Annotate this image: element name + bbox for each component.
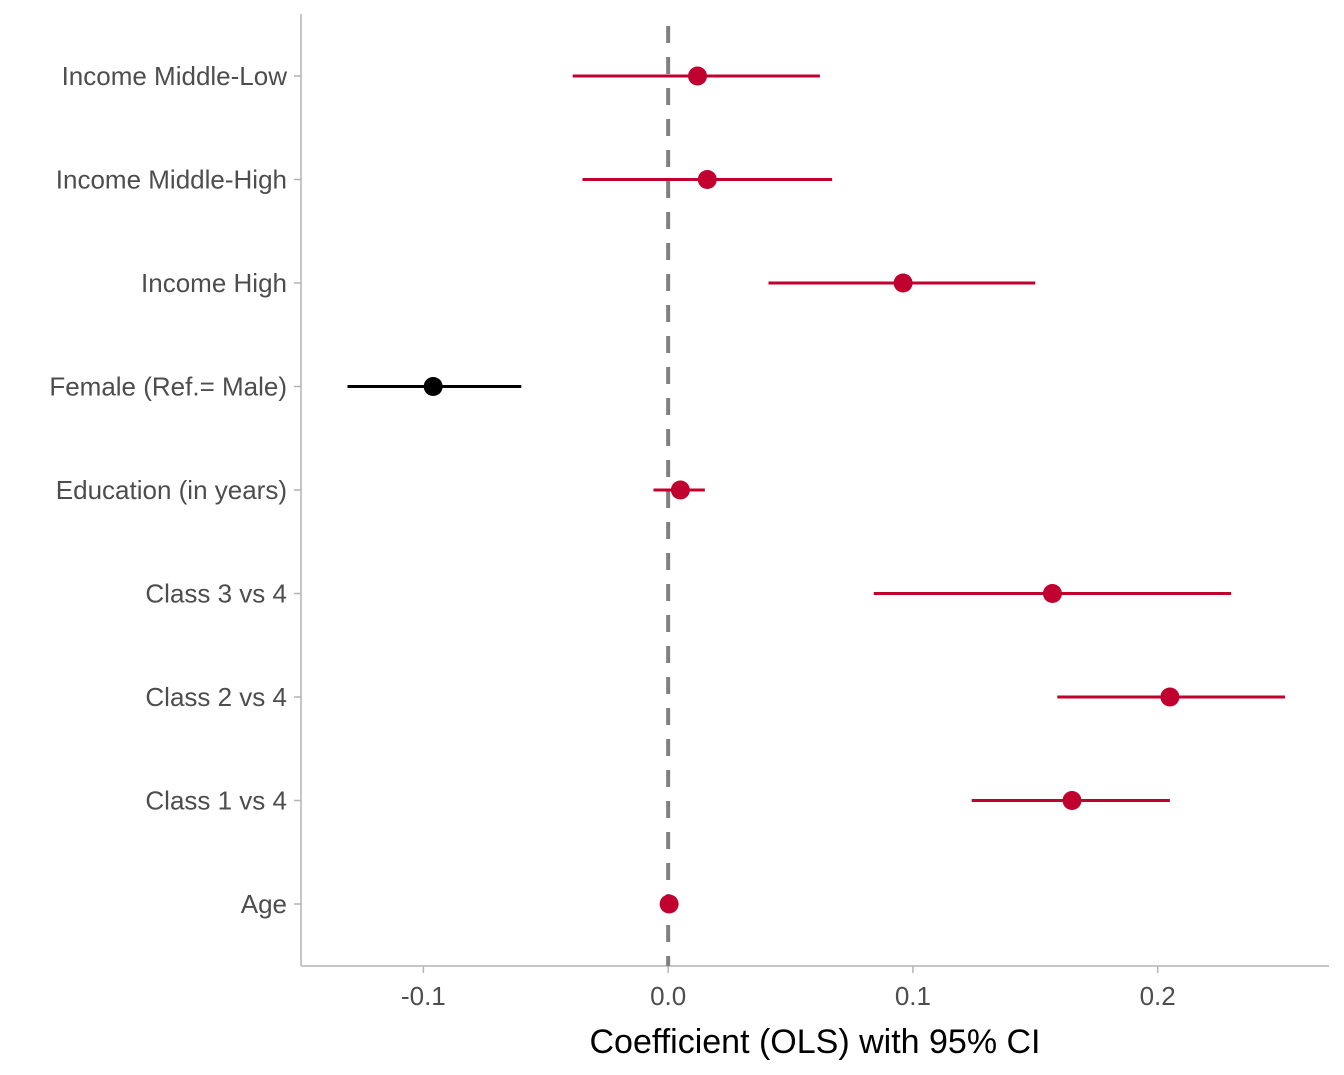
coefficient-row (582, 170, 833, 189)
point-estimate (423, 377, 443, 396)
y-tick-label: Income Middle-Low (62, 61, 288, 91)
x-tick-label: 0.0 (650, 981, 686, 1011)
x-tick-label: 0.2 (1140, 981, 1176, 1011)
point-estimate (697, 170, 717, 189)
coefficient-row (572, 66, 820, 86)
x-axis-title: Coefficient (OLS) with 95% CI (590, 1023, 1041, 1061)
point-estimate (1160, 687, 1180, 707)
coefficient-marks (347, 66, 1285, 914)
coefficient-row (659, 894, 679, 914)
y-tick-label: Class 3 vs 4 (145, 579, 287, 609)
point-estimate (670, 480, 690, 500)
y-ticks: Income Middle-Low Income Middle-High Incom… (49, 61, 301, 919)
y-tick-label: Education (in years) (56, 475, 287, 505)
y-tick-label: Class 2 vs 4 (145, 682, 287, 712)
x-ticks: -0.1 0.0 0.1 0.2 (401, 966, 1176, 1011)
point-estimate (659, 894, 679, 914)
x-tick-label: 0.1 (895, 981, 931, 1011)
coefficient-row (1057, 687, 1285, 707)
axes (300, 14, 1329, 967)
coefficient-row (347, 377, 522, 396)
point-estimate (1062, 791, 1082, 810)
coefficient-row (653, 480, 705, 500)
point-estimate (893, 273, 913, 293)
x-tick-label: -0.1 (401, 981, 446, 1011)
y-tick-label: Age (241, 889, 287, 919)
point-estimate (688, 66, 708, 86)
y-tick-label: Income High (141, 268, 287, 298)
coefficient-row (873, 584, 1232, 603)
point-estimate (1042, 584, 1062, 603)
coefficient-row (768, 273, 1036, 293)
y-tick-label: Income Middle-High (56, 165, 287, 195)
coefficient-row (971, 791, 1170, 810)
y-tick-label: Class 1 vs 4 (145, 786, 287, 816)
y-tick-label: Female (Ref.= Male) (49, 372, 287, 402)
